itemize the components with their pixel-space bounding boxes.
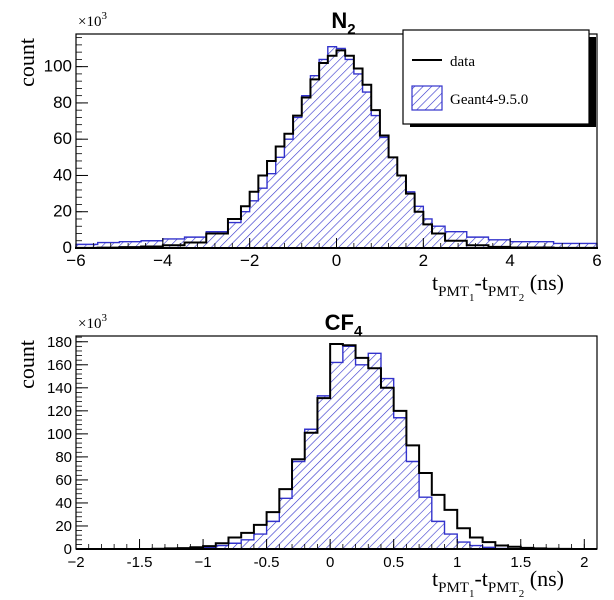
chart-title: N2 (331, 8, 355, 38)
x-axis-label-unit: (ns) (524, 566, 564, 591)
x-axis-label-dash: -t (474, 566, 487, 591)
x-axis-label: tPMT1-tPMT2 (ns) (432, 270, 564, 304)
y-multiplier-exponent: 3 (101, 312, 107, 324)
x-axis-label-subsub1: 1 (469, 292, 475, 304)
sim-histogram (76, 345, 597, 550)
plot-frame (75, 335, 598, 550)
y-tick-label: 140 (47, 380, 72, 397)
y-tick-label: 20 (55, 518, 72, 535)
x-axis-label-sub1: PMT (438, 284, 469, 300)
x-axis-label-t: t (432, 566, 438, 591)
y-tick-label: 80 (55, 449, 72, 466)
x-tick-label: -1.5 (127, 554, 153, 571)
x-axis-label: tPMT1-tPMT2 (ns) (432, 566, 564, 600)
x-tick-label: 0.5 (383, 554, 404, 571)
y-tick-label: 20 (53, 202, 72, 221)
x-axis-label-subsub2: 2 (519, 588, 525, 600)
chart-title: CF4 (325, 310, 363, 340)
x-tick-label: 2 (419, 251, 428, 270)
y-tick-label: 40 (55, 495, 72, 512)
y-axis-label: count (14, 38, 39, 87)
x-axis-label-dash: -t (474, 270, 487, 295)
y-tick-label: 0 (63, 238, 72, 257)
x-axis-label-unit: (ns) (524, 270, 564, 295)
x-tick-label: 0 (326, 554, 334, 571)
legend-sim-label: Geant4-9.5.0 (450, 92, 528, 108)
chart-title-main: N (331, 8, 347, 33)
x-tick-label: 2 (580, 554, 588, 571)
y-tick-label: 0 (64, 541, 72, 558)
x-tick-label: −2 (240, 251, 259, 270)
y-multiplier-exponent: 3 (101, 10, 107, 22)
x-tick-label: 1 (453, 554, 461, 571)
x-axis-label-subsub1: 1 (469, 588, 475, 600)
y-multiplier-label: ×103 (78, 10, 107, 30)
chart-title-subscript: 2 (347, 21, 355, 38)
legend-data-label: data (450, 54, 475, 70)
chart-title-subscript: 4 (354, 323, 363, 340)
x-tick-label: −4 (153, 251, 172, 270)
x-axis-label-subsub2: 2 (519, 292, 525, 304)
x-tick-label: 4 (505, 251, 514, 270)
x-axis-label-sub1: PMT (438, 580, 469, 596)
y-tick-label: 60 (55, 472, 72, 489)
x-tick-label: −1 (195, 554, 212, 571)
y-multiplier-base: ×10 (78, 316, 101, 332)
y-tick-label: 60 (53, 129, 72, 148)
x-axis-label-sub2: PMT (488, 284, 519, 300)
x-axis-label-sub2: PMT (488, 580, 519, 596)
y-tick-label: 100 (47, 426, 72, 443)
chart-panel-2: −2 -1.5 −1 -0.5 0 0.5 1 1.5 20204060801001201401… (14, 310, 598, 600)
chart-title-main: CF (325, 310, 354, 335)
y-tick-label: 100 (44, 57, 72, 76)
y-multiplier-label: ×103 (78, 312, 107, 332)
legend-sim-swatch (411, 85, 443, 111)
x-tick-label: 6 (592, 251, 601, 270)
data-histogram (75, 49, 598, 249)
x-tick-label: −6 (66, 251, 85, 270)
y-tick-label: 160 (47, 357, 72, 374)
y-tick-label: 180 (47, 334, 72, 351)
y-multiplier-base: ×10 (78, 14, 101, 30)
y-axis-label: count (14, 340, 39, 389)
x-axis-label-t: t (432, 270, 438, 295)
y-tick-label: 80 (53, 93, 72, 112)
x-tick-label: 1.5 (510, 554, 531, 571)
y-tick-label: 120 (47, 403, 72, 420)
x-tick-label: -0.5 (254, 554, 280, 571)
y-tick-label: 40 (53, 165, 72, 184)
x-tick-label: 0 (332, 251, 341, 270)
x-tick-label: −2 (67, 554, 84, 571)
legend: data Geant4-9.5.0 (402, 29, 596, 127)
